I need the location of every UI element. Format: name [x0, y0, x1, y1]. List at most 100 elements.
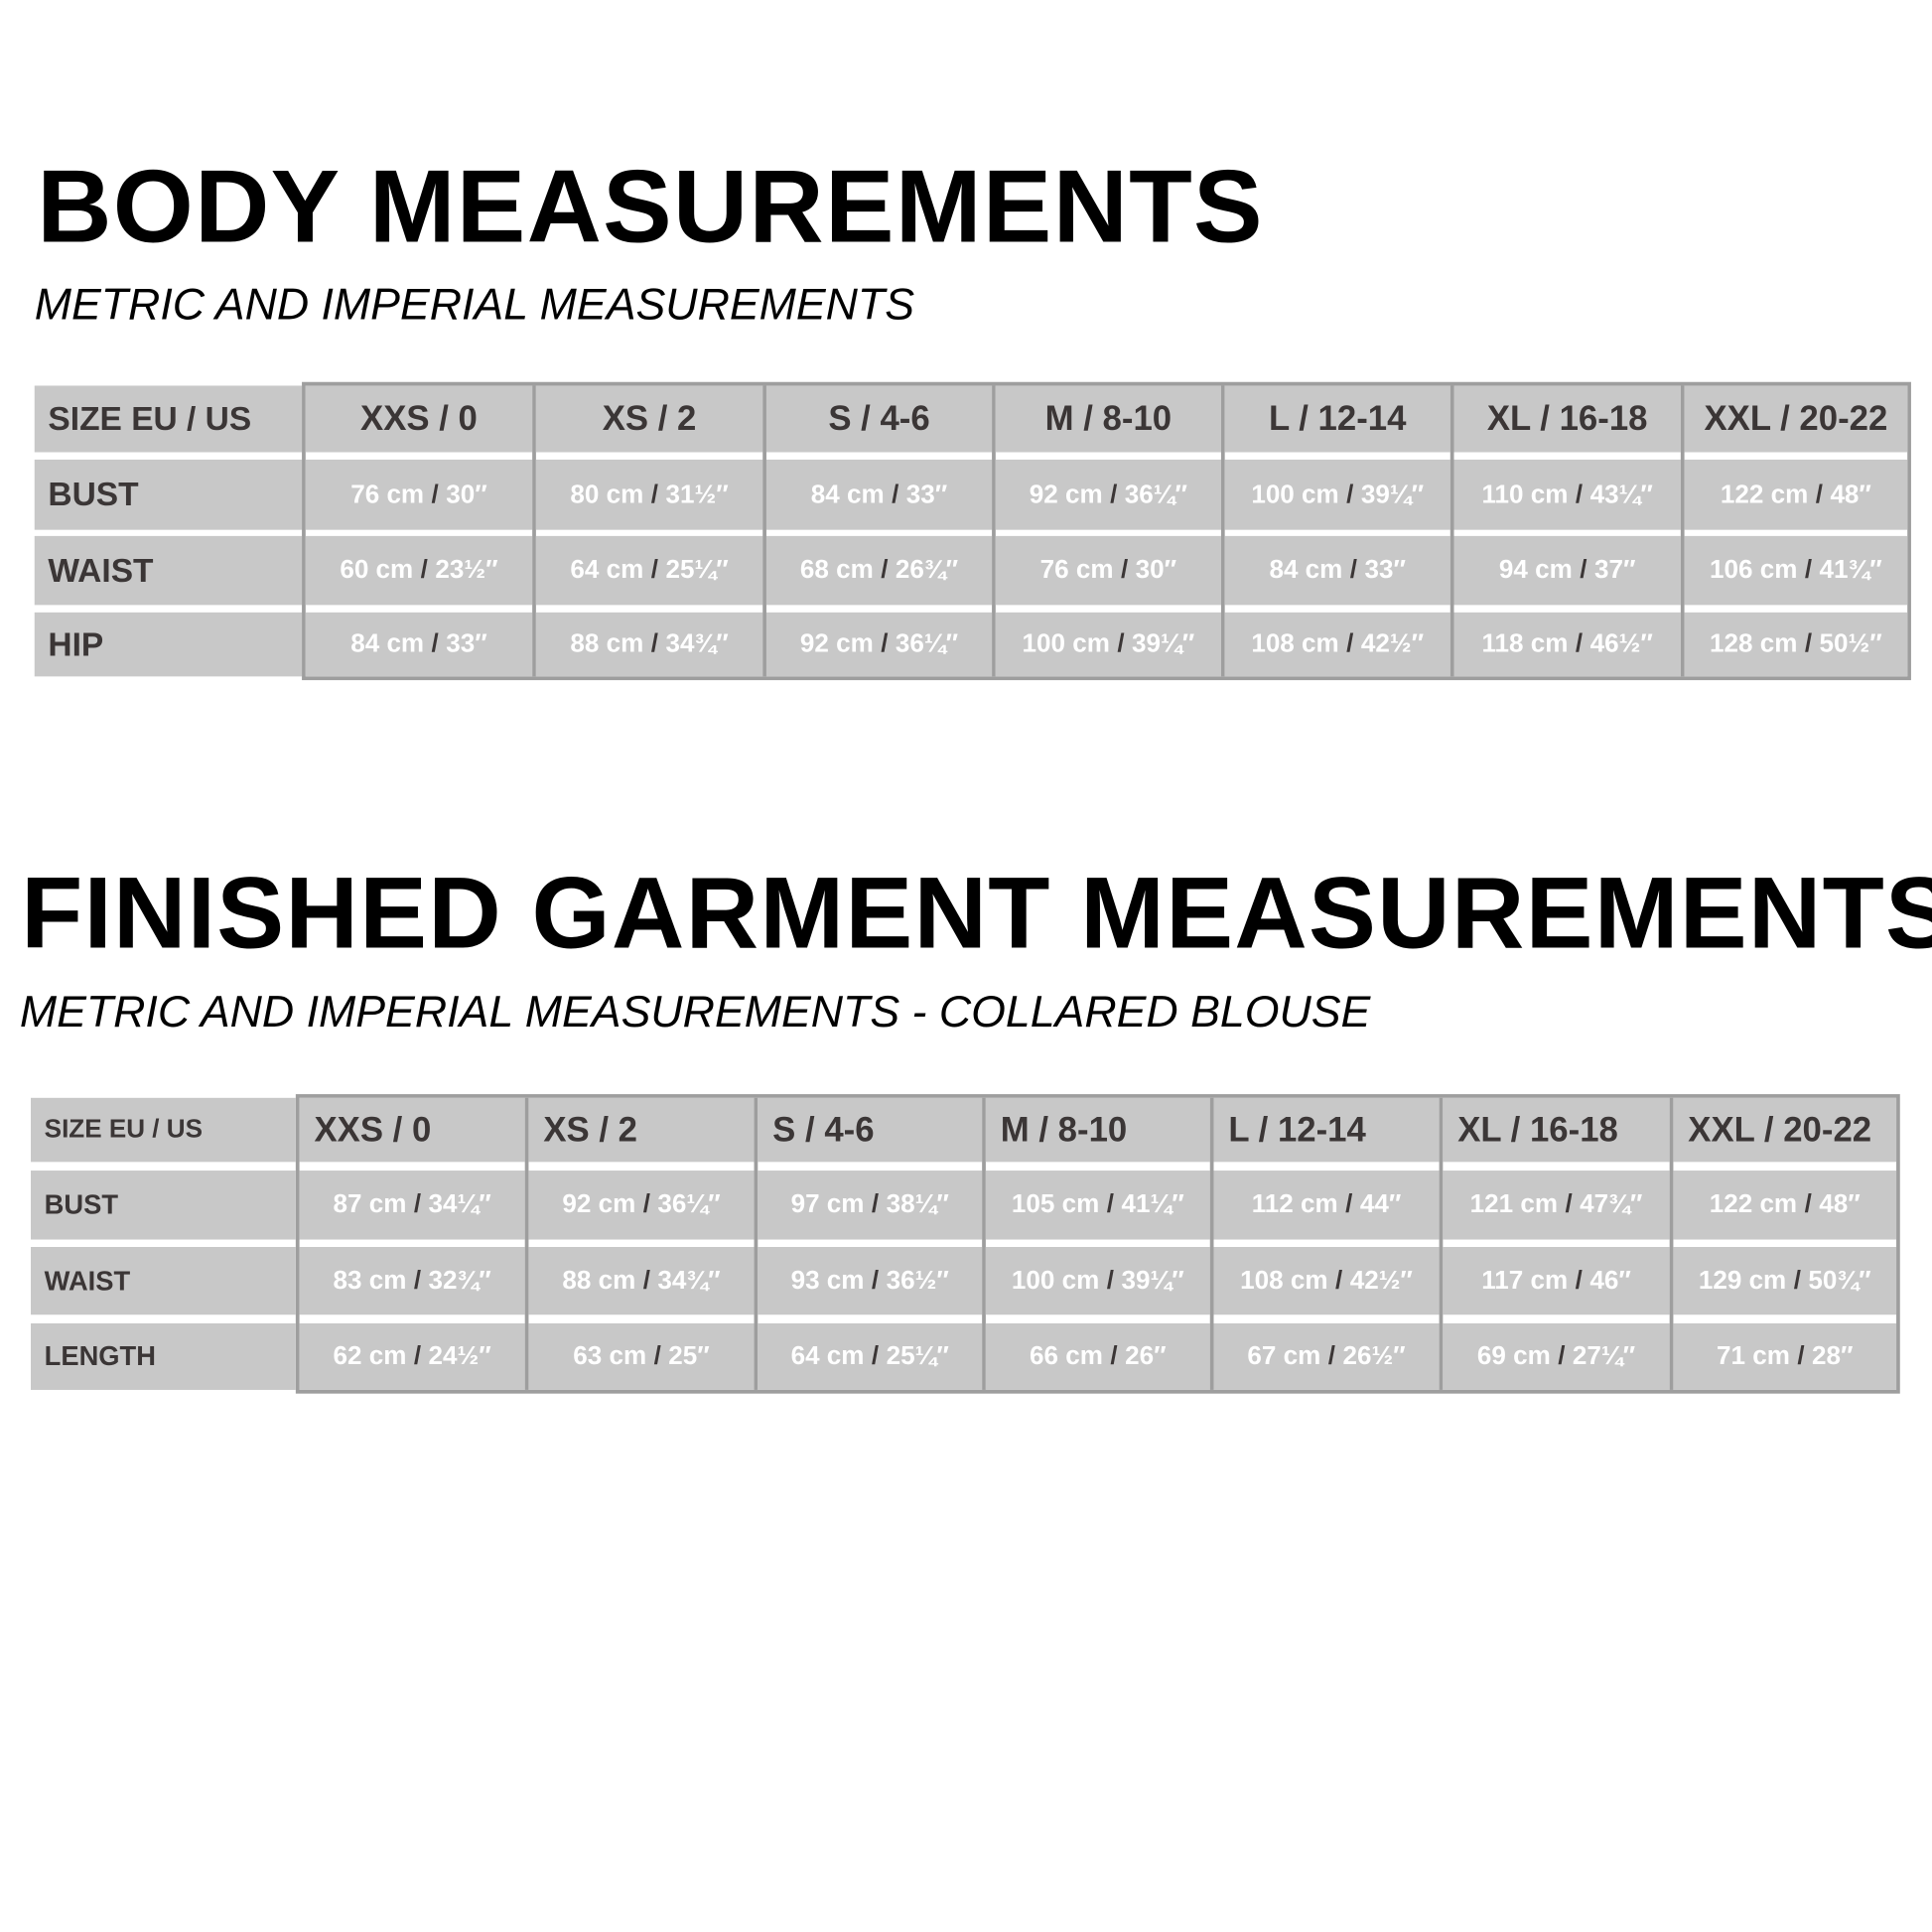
inch-value: 48″	[1830, 480, 1871, 508]
inch-value: 44″	[1359, 1189, 1402, 1219]
measurement-cell: 93 cm/36½″	[758, 1246, 983, 1315]
size-label: XXL / 20-22	[1704, 399, 1888, 438]
separator: /	[653, 1341, 661, 1371]
size-header: XS / 2	[528, 1097, 755, 1163]
measurement-cell: 64 cm/25¼″	[758, 1322, 983, 1390]
inch-value: 43¼″	[1589, 480, 1653, 508]
inch-value: 36¼″	[657, 1189, 721, 1219]
measurement-cell: 66 cm/26″	[985, 1322, 1210, 1390]
cm-value: 105 cm	[1011, 1189, 1100, 1219]
inch-value: 39¼″	[1132, 629, 1195, 658]
inch-value: 26½″	[1342, 1341, 1406, 1371]
separator: /	[1346, 629, 1354, 658]
measurement-cell: 118 cm/46½″	[1453, 612, 1681, 677]
measurement-cell: 92 cm/36¼″	[765, 612, 993, 677]
separator: /	[1110, 480, 1118, 508]
cm-value: 94 cm	[1498, 555, 1573, 585]
cm-value: 84 cm	[810, 480, 885, 508]
separator: /	[642, 1266, 650, 1295]
measurement-cell: 112 cm/44″	[1213, 1171, 1440, 1240]
row-label: LENGTH	[31, 1322, 296, 1390]
separator: /	[650, 555, 659, 585]
cm-value: 122 cm	[1709, 1189, 1798, 1219]
measurement-cell: 60 cm/23½″	[305, 535, 533, 606]
separator: /	[1575, 629, 1584, 658]
inch-value: 26¾″	[895, 555, 959, 585]
cm-value: 64 cm	[790, 1341, 865, 1371]
separator: /	[1106, 1189, 1115, 1219]
cm-value: 83 cm	[333, 1266, 407, 1295]
measurement-cell: 110 cm/43¼″	[1453, 459, 1681, 530]
measurement-cell: 63 cm/25″	[528, 1322, 755, 1390]
size-label: XXL / 20-22	[1688, 1110, 1872, 1149]
cm-value: 60 cm	[340, 555, 414, 585]
cm-value: 97 cm	[790, 1189, 865, 1219]
size-label: XL / 16-18	[1486, 399, 1648, 438]
cm-value: 108 cm	[1251, 629, 1339, 658]
separator: /	[1110, 1341, 1118, 1371]
separator: /	[1117, 629, 1125, 658]
separator: /	[1804, 629, 1813, 658]
size-label: L / 12-14	[1268, 399, 1407, 438]
separator: /	[413, 1189, 422, 1219]
size-label: M / 8-10	[1000, 1110, 1128, 1149]
inch-value: 50¾″	[1808, 1266, 1871, 1295]
measurement-cell: 108 cm/42½″	[1213, 1246, 1440, 1315]
cm-value: 71 cm	[1716, 1341, 1790, 1371]
body-measurements-title: BODY MEASUREMENTS	[37, 147, 1264, 264]
column-divider	[982, 1097, 986, 1390]
measurement-cell: 129 cm/50¾″	[1673, 1246, 1897, 1315]
inch-value: 39¼″	[1360, 480, 1425, 508]
measurement-cell: 92 cm/36¼″	[995, 459, 1221, 530]
measurement-cell: 76 cm/30″	[995, 535, 1221, 606]
size-header: M / 8-10	[995, 385, 1221, 453]
measurement-cell: 100 cm/39¼″	[1224, 459, 1450, 530]
column-divider	[524, 1097, 529, 1390]
cm-value: 88 cm	[570, 629, 644, 658]
measurement-cell: 108 cm/42½″	[1224, 612, 1450, 677]
inch-value: 34¼″	[428, 1189, 491, 1219]
size-header: XS / 2	[535, 385, 763, 453]
separator: /	[642, 1189, 650, 1219]
cm-value: 80 cm	[570, 480, 644, 508]
separator: /	[871, 1266, 880, 1295]
cm-value: 92 cm	[562, 1189, 636, 1219]
cm-value: 88 cm	[562, 1266, 636, 1295]
row-label: WAIST	[34, 535, 303, 606]
separator: /	[1335, 1266, 1343, 1295]
size-header: XXL / 20-22	[1673, 1097, 1897, 1163]
separator: /	[1580, 555, 1587, 585]
measurement-cell: 84 cm/33″	[765, 459, 993, 530]
inch-value: 25¼″	[886, 1341, 949, 1371]
separator: /	[1349, 555, 1358, 585]
column-divider	[1220, 385, 1225, 677]
inch-value: 30″	[1135, 555, 1177, 585]
measurement-cell: 62 cm/24½″	[299, 1322, 525, 1390]
inch-value: 33″	[905, 480, 948, 508]
inch-value: 33″	[1364, 555, 1406, 585]
size-label: XL / 16-18	[1457, 1110, 1618, 1149]
inch-value: 46″	[1589, 1266, 1631, 1295]
separator: /	[1346, 480, 1354, 508]
separator: /	[431, 629, 439, 658]
column-divider	[532, 385, 536, 677]
separator: /	[1575, 1266, 1583, 1295]
column-divider	[1209, 1097, 1214, 1390]
size-header: XXL / 20-22	[1684, 385, 1908, 453]
separator: /	[1804, 555, 1813, 585]
cm-value: 121 cm	[1469, 1189, 1559, 1219]
separator: /	[881, 555, 889, 585]
separator: /	[650, 629, 659, 658]
row-label: BUST	[31, 1171, 296, 1240]
corner-label: SIZE EU / US	[31, 1097, 296, 1163]
separator: /	[1815, 480, 1823, 508]
inch-value: 41¼″	[1121, 1189, 1184, 1219]
measurement-cell: 122 cm/48″	[1684, 459, 1908, 530]
cm-value: 67 cm	[1247, 1341, 1321, 1371]
measurement-cell: 122 cm/48″	[1673, 1171, 1897, 1240]
size-label: XXS / 0	[314, 1110, 432, 1149]
row-label: HIP	[34, 612, 303, 677]
inch-value: 23½″	[435, 555, 498, 585]
separator: /	[1575, 480, 1584, 508]
